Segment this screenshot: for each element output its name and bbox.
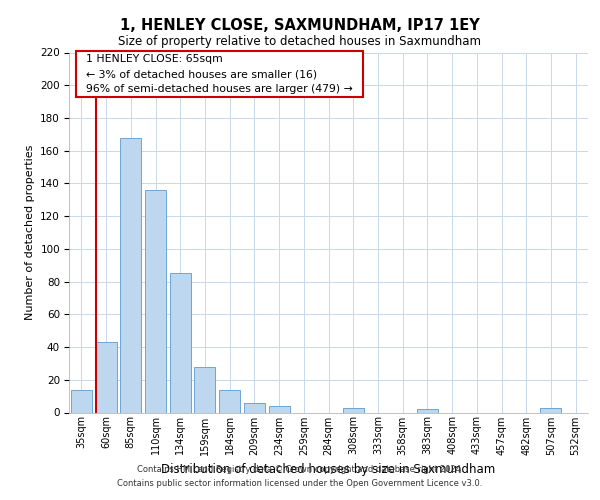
Bar: [120, 138, 141, 412]
Bar: [71, 390, 92, 412]
Bar: [170, 274, 191, 412]
Text: Contains HM Land Registry data © Crown copyright and database right 2024.
Contai: Contains HM Land Registry data © Crown c…: [118, 466, 482, 487]
Bar: [417, 409, 438, 412]
Bar: [95, 342, 116, 412]
Bar: [145, 190, 166, 412]
Text: 1 HENLEY CLOSE: 65sqm  
  ← 3% of detached houses are smaller (16)  
  96% of se: 1 HENLEY CLOSE: 65sqm ← 3% of detached h…: [79, 54, 360, 94]
Bar: [269, 406, 290, 412]
Text: 1, HENLEY CLOSE, SAXMUNDHAM, IP17 1EY: 1, HENLEY CLOSE, SAXMUNDHAM, IP17 1EY: [120, 18, 480, 32]
Bar: [244, 402, 265, 412]
Y-axis label: Number of detached properties: Number of detached properties: [25, 145, 35, 320]
Bar: [343, 408, 364, 412]
Text: Size of property relative to detached houses in Saxmundham: Size of property relative to detached ho…: [119, 35, 482, 48]
Bar: [541, 408, 562, 412]
Bar: [194, 366, 215, 412]
Bar: [219, 390, 240, 412]
X-axis label: Distribution of detached houses by size in Saxmundham: Distribution of detached houses by size …: [161, 463, 496, 476]
